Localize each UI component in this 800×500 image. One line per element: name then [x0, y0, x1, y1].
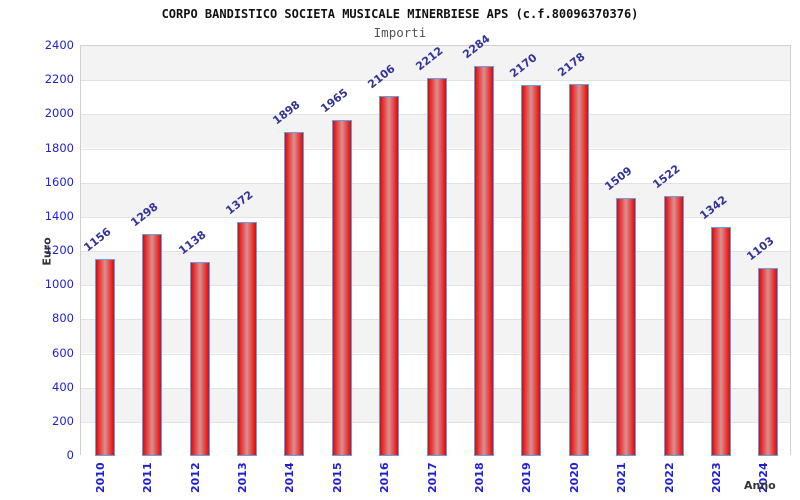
- bar-2022: [663, 195, 684, 456]
- plot-area: [80, 45, 791, 456]
- y-tick-label: 2000: [44, 106, 74, 121]
- x-axis-title: Anno: [744, 479, 776, 492]
- y-tick-label: 1200: [44, 243, 74, 257]
- bar-2014: [284, 131, 305, 456]
- x-tick-label: 2012: [188, 462, 202, 493]
- y-tick-label: 600: [52, 345, 74, 360]
- x-tick-label: 2011: [141, 462, 155, 493]
- chart-subtitle: Importi: [373, 25, 427, 40]
- y-tick-label: 800: [52, 311, 74, 326]
- grid-band: [81, 46, 790, 81]
- x-tick-label: 2020: [567, 462, 581, 493]
- y-tick-label: 1800: [44, 140, 74, 155]
- y-tick-label: 200: [52, 413, 74, 428]
- bar-2023: [710, 226, 731, 456]
- y-tick-label: 2400: [44, 38, 74, 52]
- y-tick-label: 2200: [44, 72, 74, 87]
- x-tick-label: 2022: [662, 462, 676, 493]
- x-tick-label: 2015: [330, 462, 344, 493]
- bar-2017: [426, 78, 447, 456]
- bar-2020: [568, 83, 589, 456]
- bar-2024: [758, 267, 779, 456]
- y-tick-label: 1000: [44, 277, 74, 292]
- y-tick-label: 1400: [44, 208, 74, 223]
- bar-2019: [521, 85, 542, 456]
- bar-2010: [94, 258, 115, 456]
- x-tick-label: 2023: [709, 462, 723, 493]
- x-tick-label: 2018: [472, 462, 486, 493]
- x-tick-label: 2010: [93, 462, 107, 493]
- bar-2016: [379, 96, 400, 456]
- x-tick-label: 2017: [425, 462, 439, 493]
- bar-2015: [331, 120, 352, 456]
- x-tick-label: 2013: [235, 462, 249, 493]
- bar-2013: [236, 221, 257, 456]
- y-tick-label: 0: [66, 448, 74, 462]
- chart-title: CORPO BANDISTICO SOCIETA MUSICALE MINERB…: [161, 7, 639, 21]
- x-tick-label: 2019: [520, 462, 534, 493]
- y-tick-label: 400: [52, 379, 74, 394]
- x-tick-label: 2021: [615, 462, 629, 493]
- bar-2021: [616, 198, 637, 456]
- y-axis-title: Euro: [40, 237, 54, 266]
- x-tick-label: 2014: [283, 462, 297, 493]
- bar-2012: [189, 261, 210, 456]
- bar-2018: [473, 65, 494, 456]
- y-tick-label: 1600: [44, 174, 74, 189]
- x-tick-label: 2016: [378, 462, 392, 493]
- bar-2011: [142, 234, 163, 456]
